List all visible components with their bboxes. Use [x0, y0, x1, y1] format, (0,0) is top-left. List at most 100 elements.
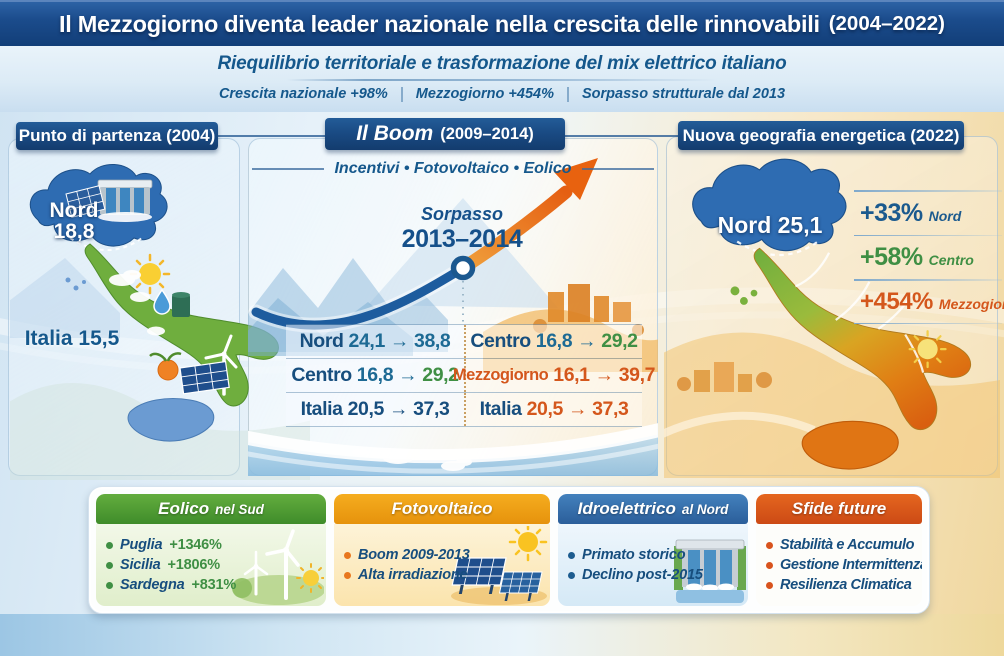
drivers-line: [581, 168, 654, 170]
map-label-nord-2022: Nord 25,1: [717, 212, 823, 238]
stat-value: +58%: [860, 243, 923, 271]
card-idroelettrico-header: Idroelettrico al Nord: [558, 494, 748, 524]
map-label-nord-2004: Nord 18,8: [36, 200, 112, 242]
sorpasso-marker: [450, 255, 476, 281]
map-island-dot: [750, 289, 758, 297]
list-item: Primato storico: [568, 547, 703, 563]
biomass-icon: [172, 292, 190, 317]
list-item: Puglia +1346%: [106, 537, 236, 553]
region-label: Centro: [470, 330, 531, 352]
region-label: Centro: [291, 364, 352, 386]
map-island-dot: [82, 280, 86, 284]
card-sfide-header: Sfide future: [756, 494, 922, 524]
card-idroelettrico-list: Primato storico Declino post-2015: [568, 547, 703, 583]
panel-boom-header-label: Il Boom: [356, 122, 434, 145]
bottom-watercolor-strip: [0, 614, 1004, 656]
table-cell-mezzogiorno: Mezzogiorno 16,1 → 39,7: [453, 359, 655, 392]
stat-mezzogiorno: +454% Mezzogiorno: [854, 281, 1004, 323]
item-label: Gestione Intermittenza: [780, 557, 922, 573]
stat-nord: +33% Nord: [854, 192, 1002, 235]
wind-turbines-illustration: [232, 529, 324, 605]
card-title: Idroelettrico: [577, 499, 676, 518]
arrow-glyph: →: [567, 398, 588, 420]
trend-curve: [251, 263, 468, 330]
item-value: +831%: [191, 577, 237, 593]
map-sicily: [801, 420, 899, 470]
stats-separator: [854, 322, 1002, 324]
bullet-dot: [106, 581, 113, 589]
subtitle-band: Riequilibrio territoriale e trasformazio…: [0, 46, 1004, 112]
map-dashed-border: [736, 240, 819, 257]
stat-value: +33%: [860, 198, 923, 227]
summary-cards: Eolico nel Sud Puglia +1346% Sicilia +1806…: [88, 486, 930, 614]
bullet-dot: [766, 581, 773, 589]
region-label: Italia: [300, 398, 343, 420]
kpi-separator: [566, 86, 569, 102]
sorpasso-years: 2013–2014: [401, 225, 523, 253]
card-title-suffix: al Nord: [681, 501, 729, 517]
value-from: 16,1: [553, 364, 590, 386]
drivers-label: Incentivi • Fotovoltaico • Eolico: [334, 160, 572, 177]
italy-map-2004: [10, 164, 310, 480]
value-from: 24,1: [348, 330, 386, 352]
card-title: Fotovoltaico: [391, 499, 493, 518]
page-title-period: (2004–2022): [828, 12, 945, 35]
card-sfide-list: Stabilità e Accumulo Gestione Intermitte…: [766, 537, 922, 593]
panel-geography-header-label: Nuova geografia energetica (2022): [682, 125, 960, 145]
value-from: 16,8: [356, 364, 394, 386]
stat-value: +454%: [860, 287, 933, 315]
map-dashed-border: [69, 237, 143, 251]
bullet-dot: [568, 551, 575, 559]
sorpasso-label: Sorpasso: [420, 204, 504, 224]
card-title-suffix: nel Sud: [215, 501, 264, 517]
dam-illustration: [674, 539, 746, 603]
bullet-dot: [568, 571, 575, 579]
list-item: Gestione Intermittenza: [766, 557, 922, 573]
hills-decoration: [10, 258, 120, 338]
subtitle-divider: [287, 79, 717, 81]
header-connector-line: [218, 135, 325, 137]
panel-boom-header-period: (2009–2014): [440, 124, 534, 143]
sun-icon: [129, 253, 171, 295]
bullet-dot: [766, 561, 773, 569]
kpi-separator: [400, 86, 403, 102]
list-item: Resilienza Climatica: [766, 577, 922, 593]
solar-panel-icon: [179, 360, 230, 395]
map-sicily: [127, 398, 215, 442]
value-to: 39,7: [618, 364, 656, 386]
region-label: Mezzogiorno: [452, 366, 549, 384]
map-region-north: [692, 158, 847, 252]
subtitle: Riequilibrio territoriale e trasformazio…: [217, 53, 787, 74]
bullet-dot: [344, 571, 351, 579]
value-to: 37,3: [413, 398, 450, 420]
card-fotovoltaico: Fotovoltaico Boom 2009-2013 Alta irradia…: [334, 494, 550, 606]
stats-separator: [854, 279, 1002, 281]
card-title: Eolico: [158, 499, 210, 518]
arrow-glyph: →: [594, 364, 615, 386]
value-from: 20,5: [347, 398, 385, 420]
kpi-mezzogiorno: Mezzogiorno +454%: [415, 86, 554, 102]
panel-start-header: Punto di partenza (2004): [16, 122, 218, 150]
arrow-glyph: →: [388, 398, 409, 420]
card-sfide-future: Sfide future Stabilità e Accumulo Gestio…: [756, 494, 922, 606]
table-cell-centro: Centro 16,8 → 29,2: [464, 325, 642, 358]
region-label: Italia: [479, 398, 522, 420]
title-bar: Il Mezzogiorno diventa leader nazionale …: [0, 0, 1004, 46]
card-eolico-list: Puglia +1346% Sicilia +1806% Sardegna +831%: [106, 537, 236, 593]
header-connector-line: [565, 135, 678, 137]
item-label: Declino post-2015: [582, 567, 703, 583]
drivers-line: [252, 168, 325, 170]
nord-value: 18,8: [53, 220, 95, 243]
table-cell-italia: Italia 20,5 → 37,3: [464, 393, 642, 426]
map-label-italia-2004: Italia 15,5: [24, 327, 120, 350]
region-label: Nord: [299, 330, 344, 352]
table-cell-centro: Centro 16,8 → 29,2: [286, 359, 464, 392]
card-eolico-header: Eolico nel Sud: [96, 494, 326, 524]
card-eolico-sud: Eolico nel Sud Puglia +1346% Sicilia +1806…: [96, 494, 326, 606]
stat-label: Nord: [928, 207, 962, 224]
list-item: Alta irradiazione: [344, 567, 470, 583]
table-row: Nord 24,1 → 38,8 Centro 16,8 → 29,2: [286, 325, 642, 359]
panel-boom-header: Il Boom (2009–2014): [325, 118, 565, 150]
italy-map-2022: [664, 158, 1000, 478]
